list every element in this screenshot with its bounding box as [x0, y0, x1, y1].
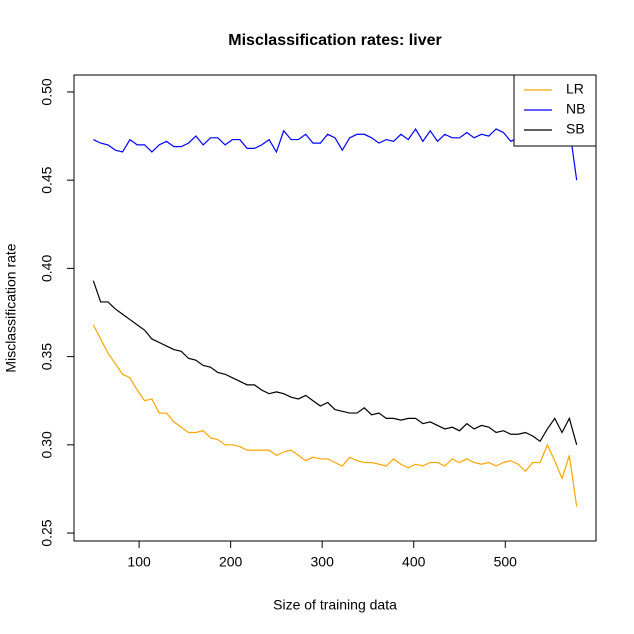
- x-tick-label: 300: [311, 554, 335, 570]
- y-axis-label: Misclassification rate: [3, 243, 19, 372]
- legend-label: LR: [566, 81, 584, 97]
- legend-label: SB: [566, 121, 585, 137]
- chart-title: Misclassification rates: liver: [228, 32, 441, 49]
- x-axis-label: Size of training data: [273, 597, 397, 613]
- x-tick-label: 200: [219, 554, 243, 570]
- y-tick-label: 0.30: [39, 431, 55, 458]
- y-tick-label: 0.25: [39, 519, 55, 546]
- x-tick-label: 100: [127, 554, 151, 570]
- series-line: [92, 280, 578, 445]
- y-tick-label: 0.50: [39, 78, 55, 105]
- y-tick-label: 0.45: [39, 166, 55, 193]
- x-tick-label: 400: [402, 554, 426, 570]
- series-line: [92, 324, 578, 507]
- series-line: [93, 125, 578, 181]
- y-tick-label: 0.40: [39, 255, 55, 282]
- legend-label: NB: [566, 101, 585, 117]
- y-tick-label: 0.35: [39, 343, 55, 370]
- x-tick-label: 500: [494, 554, 518, 570]
